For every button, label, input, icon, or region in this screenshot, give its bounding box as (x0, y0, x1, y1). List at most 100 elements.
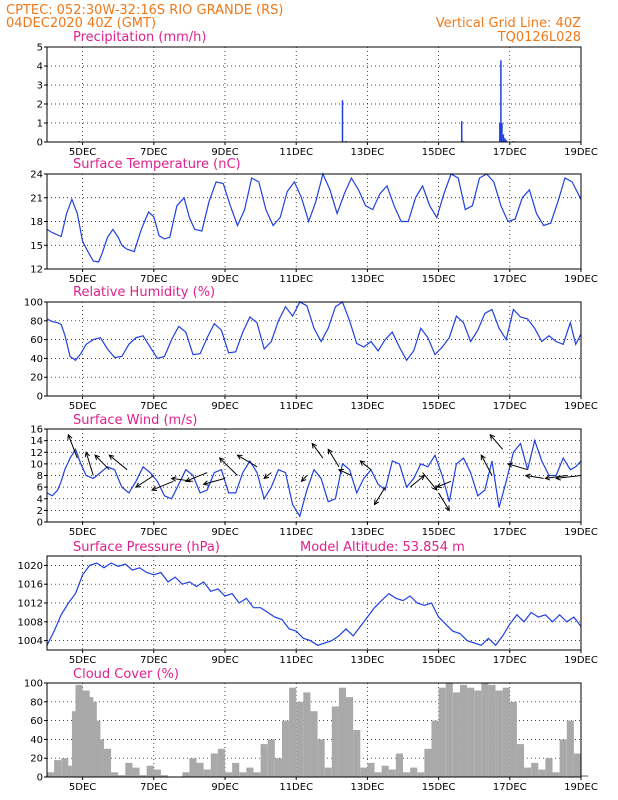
cloud-bar (538, 769, 546, 777)
wind-vector (263, 472, 272, 480)
cloud-bar (196, 762, 204, 777)
pressure-panel: Surface Pressure (hPa) Model Altitude: 5… (18, 540, 598, 666)
wind-vector (422, 472, 438, 491)
rh-xtick-label: 19DEC (564, 401, 598, 412)
precip-xtick-label: 9DEC (211, 147, 238, 158)
wind-xtick-label: 19DEC (564, 527, 598, 538)
cloud-bar (182, 772, 190, 777)
wind-vector (84, 451, 94, 476)
wind-vector (67, 433, 78, 459)
cloud-bar (239, 772, 247, 777)
cloud-bar (531, 762, 539, 777)
wind-vector-shaft (507, 463, 528, 471)
wind-vector-shaft (135, 475, 155, 488)
temp-xtick-label: 15DEC (422, 274, 456, 285)
wind-vector-head (184, 477, 191, 483)
humidity-title: Relative Humidity (%) (73, 285, 215, 300)
wind-vector-shaft (301, 475, 308, 482)
wind-ytick-label: 10 (30, 459, 43, 470)
cloud-bar (303, 692, 311, 777)
cloud-bar (502, 687, 510, 777)
wind-vector-head (359, 460, 366, 466)
wind-vector (311, 442, 324, 459)
cloud-bar (481, 683, 489, 777)
wind-vector-head (327, 448, 333, 455)
wind-vector-shaft (338, 469, 352, 476)
wind-vector-head (218, 457, 225, 463)
rh-ytick-label: 60 (30, 335, 43, 346)
cloud-bar (71, 711, 80, 777)
cloud-bar (54, 760, 62, 777)
temp-xtick-label: 7DEC (140, 274, 167, 285)
wind-vector (506, 462, 528, 471)
temperature-panel: Surface Temperature (nC) 12 15 18 21 24 5DEC 7… (30, 157, 598, 285)
cloud-bar (346, 697, 354, 777)
cloud-bar (232, 762, 240, 777)
cloud-xtick-label: 11DEC (279, 782, 313, 793)
cloud-bar (153, 769, 161, 777)
wind-vector-shaft (545, 475, 567, 479)
precip-bar (501, 123, 503, 142)
wind-vector-shaft (556, 475, 582, 479)
precip-bar (504, 138, 506, 142)
wind-vector-shaft (311, 443, 324, 459)
wind-vector (435, 480, 452, 489)
wind-vector-head (506, 462, 514, 468)
wind-vector-head (444, 505, 450, 512)
wind-vector (373, 486, 386, 506)
temp-xtick-label: 17DEC (493, 274, 527, 285)
pressure-ytick-label: 1020 (18, 561, 43, 572)
wind-vector (184, 472, 208, 483)
wind-vector-shaft (237, 454, 258, 468)
cloud-bar (64, 765, 72, 777)
cloud-bar (559, 739, 567, 777)
precip-xtick-label: 19DEC (564, 147, 598, 158)
wind-vector (218, 457, 238, 476)
wind-vector-shaft (185, 472, 208, 482)
cloud-bar (474, 690, 482, 777)
cloud-ytick-label: 0 (37, 773, 43, 784)
wind-vector (544, 475, 567, 481)
wind-vector-shaft (151, 480, 174, 491)
precip-bar (460, 121, 463, 142)
cloud-bar (360, 767, 368, 777)
wind-vector-head (480, 454, 486, 461)
precip-ytick-label: 0 (37, 138, 43, 149)
pressure-ytick-label: 1012 (18, 599, 43, 610)
wind-vector-shaft (94, 454, 110, 471)
wind-vector-head (544, 475, 551, 481)
wind-vector-head (135, 482, 142, 488)
cloud-bar (189, 758, 197, 777)
temp-xtick-label: 13DEC (351, 274, 385, 285)
wind-ytick-label: 8 (37, 471, 43, 482)
pressure-xtick-label: 9DEC (211, 655, 238, 666)
wind-line (46, 438, 582, 518)
wind-vector-head (236, 454, 243, 460)
cloud-xtick-label: 9DEC (211, 782, 238, 793)
cloud-bar (225, 772, 233, 777)
cloud-bar (581, 775, 589, 777)
cloud-bar (324, 767, 332, 777)
pressure-xtick-label: 19DEC (564, 655, 598, 666)
wind-vector-shaft (219, 457, 238, 476)
wind-vector-head (170, 476, 177, 482)
pressure-xtick-label: 5DEC (69, 655, 96, 666)
cloud-panel: Cloud Cover (%) 0 20 40 60 80 100 5DEC 7DEC 9DEC… (24, 667, 598, 793)
cloud-bar (331, 706, 339, 777)
pressure-xtick-label: 15DEC (422, 655, 456, 666)
precip-xtick-label: 13DEC (351, 147, 385, 158)
wind-vector-head (489, 433, 496, 440)
header-grid-note: Vertical Grid Line: 40Z (436, 16, 581, 31)
cloud-bar (417, 772, 425, 777)
cloud-bar (146, 765, 154, 777)
cloud-bar (552, 772, 560, 777)
precip-xtick-label: 17DEC (493, 147, 527, 158)
temp-xtick-label: 11DEC (279, 274, 313, 285)
wind-vector-shaft (359, 460, 372, 471)
wind-ytick-label: 4 (37, 494, 43, 505)
wind-vector (151, 480, 174, 491)
cloud-ytick-label: 20 (30, 754, 43, 765)
wind-vector-head (554, 475, 561, 481)
pressure-line (46, 562, 582, 647)
